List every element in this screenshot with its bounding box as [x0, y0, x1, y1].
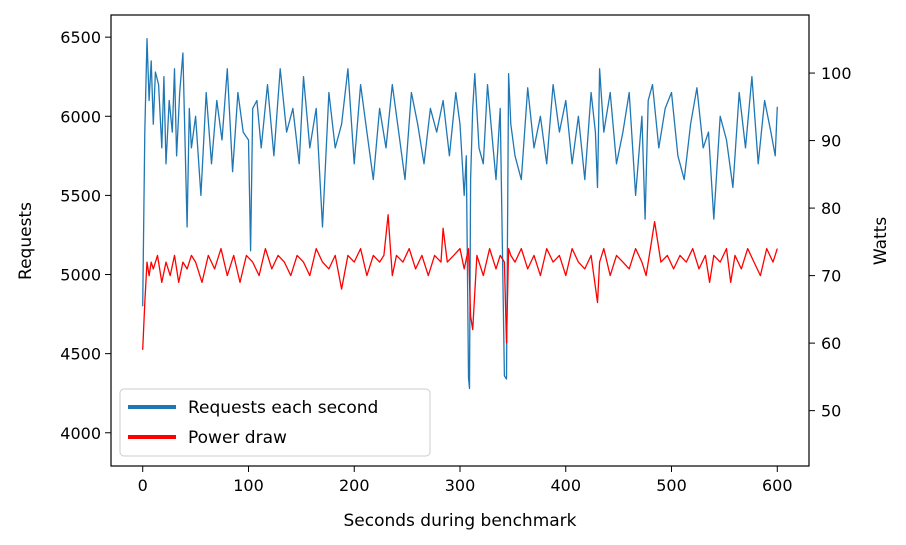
series-layer [142, 38, 778, 390]
series-line-requests [142, 38, 778, 390]
right-y-tick-label: 60 [821, 334, 841, 353]
legend-label-requests: Requests each second [188, 398, 378, 418]
right-y-tick-label: 90 [821, 132, 841, 151]
left-y-axis: 4000 4500 5000 5500 6000 6500 [60, 28, 111, 443]
x-axis-label: Seconds during benchmark [343, 511, 576, 531]
legend-box [119, 388, 431, 457]
x-tick-label: 300 [445, 476, 476, 495]
x-tick-label: 200 [339, 476, 370, 495]
right-y-tick-label: 50 [821, 402, 841, 421]
left-y-tick-label: 4500 [60, 345, 101, 364]
x-tick-label: 600 [762, 476, 793, 495]
right-y-tick-label: 80 [821, 199, 841, 218]
left-y-tick-label: 5000 [60, 266, 101, 285]
left-y-axis-label: Requests [16, 202, 36, 280]
left-y-tick-label: 4000 [60, 424, 101, 443]
left-y-tick-label: 5500 [60, 186, 101, 205]
legend-label-power: Power draw [188, 428, 287, 448]
right-y-tick-label: 70 [821, 267, 841, 286]
x-axis: 0 100 200 300 400 500 600 [138, 466, 793, 495]
x-tick-label: 0 [138, 476, 148, 495]
legend: Requests each second Power draw [119, 388, 431, 457]
series-line-power [142, 214, 778, 350]
left-y-tick-label: 6000 [60, 107, 101, 126]
left-y-tick-label: 6500 [60, 28, 101, 47]
right-y-axis: 50 60 70 80 90 100 [809, 64, 852, 421]
right-y-tick-label: 100 [821, 64, 852, 83]
right-y-axis-label: Watts [871, 217, 891, 265]
x-tick-label: 400 [550, 476, 581, 495]
x-tick-label: 500 [656, 476, 687, 495]
x-tick-label: 100 [233, 476, 264, 495]
